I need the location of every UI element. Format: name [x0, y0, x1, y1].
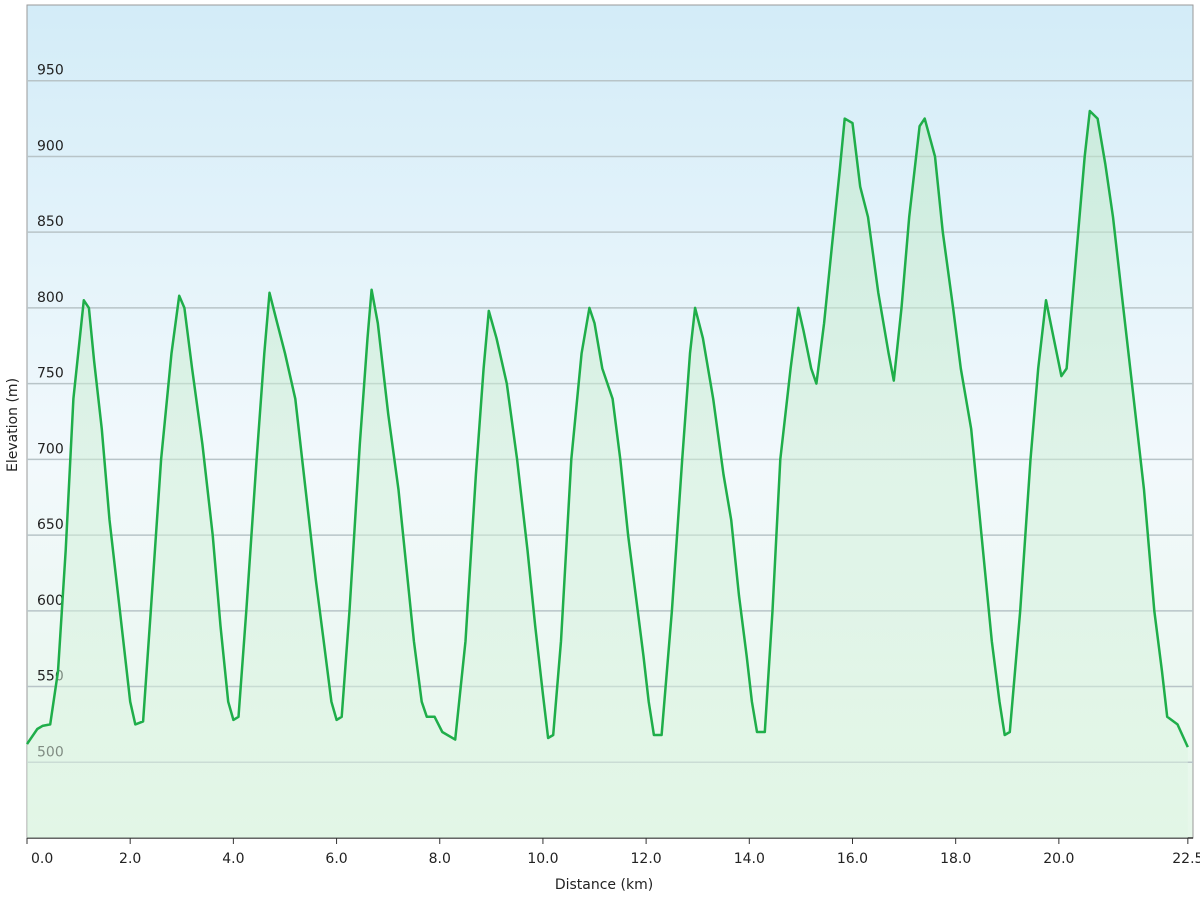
y-tick-label: 600	[37, 593, 64, 609]
x-tick-label: 6.0	[325, 851, 347, 867]
y-tick-label: 650	[37, 517, 64, 533]
x-tick-label: 12.0	[631, 851, 662, 867]
x-axis-title: Distance (km)	[555, 877, 653, 893]
x-tick-label: 2.0	[119, 851, 141, 867]
x-tick-label: 10.0	[527, 851, 558, 867]
x-tick-label: 22.5	[1172, 851, 1200, 867]
y-tick-label: 950	[37, 63, 64, 79]
elevation-area	[27, 111, 1188, 838]
y-tick-label: 900	[37, 138, 64, 154]
y-tick-label: 750	[37, 366, 64, 382]
x-tick-label: 20.0	[1043, 851, 1074, 867]
y-tick-label: 850	[37, 214, 64, 230]
x-tick-label: 4.0	[222, 851, 244, 867]
x-tick-label: 0.0	[31, 851, 53, 867]
x-tick-label: 18.0	[940, 851, 971, 867]
x-tick-label: 16.0	[837, 851, 868, 867]
elevation-line	[25, 109, 1189, 748]
y-tick-label: 700	[37, 441, 64, 457]
x-tick-label: 14.0	[734, 851, 765, 867]
y-axis-title: Elevation (m)	[5, 378, 21, 472]
x-tick-label: 8.0	[429, 851, 451, 867]
y-tick-label: 800	[37, 290, 64, 306]
